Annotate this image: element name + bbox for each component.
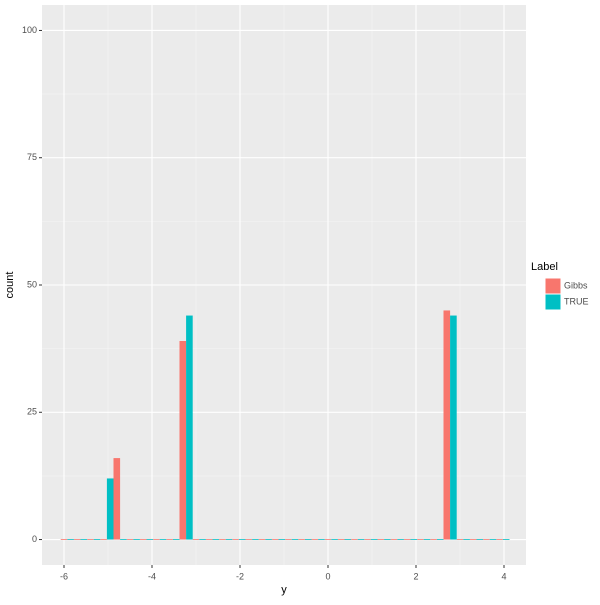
bar bbox=[153, 539, 160, 540]
bar bbox=[113, 458, 121, 540]
bar bbox=[106, 478, 114, 540]
bar bbox=[496, 539, 503, 540]
bar bbox=[463, 539, 470, 540]
bar bbox=[126, 539, 134, 540]
bar bbox=[159, 539, 167, 540]
bar bbox=[344, 539, 352, 540]
bar bbox=[120, 539, 127, 540]
x-tick-label: -4 bbox=[148, 571, 156, 581]
bar bbox=[258, 539, 266, 540]
bar bbox=[179, 341, 187, 540]
bar bbox=[219, 539, 226, 540]
bar bbox=[489, 539, 497, 540]
bar bbox=[324, 539, 332, 540]
y-tick-label: 25 bbox=[27, 407, 37, 417]
legend-label: Gibbs bbox=[564, 280, 588, 290]
bar bbox=[278, 539, 286, 540]
bar bbox=[417, 539, 424, 540]
bar bbox=[80, 539, 88, 540]
bar bbox=[285, 539, 292, 540]
legend-title: Label bbox=[531, 261, 558, 273]
bar bbox=[304, 539, 312, 540]
bar bbox=[186, 315, 193, 540]
legend-key bbox=[544, 277, 562, 295]
bar bbox=[502, 539, 510, 540]
bar bbox=[232, 539, 239, 540]
bar bbox=[430, 539, 437, 540]
bar bbox=[390, 539, 398, 540]
bar bbox=[166, 539, 173, 540]
bar bbox=[199, 539, 206, 540]
bar bbox=[469, 539, 477, 540]
bar bbox=[212, 539, 220, 540]
bar bbox=[311, 539, 319, 540]
bar bbox=[318, 539, 325, 540]
bar bbox=[172, 539, 180, 540]
bar bbox=[205, 539, 213, 540]
legend-key bbox=[544, 293, 562, 311]
bar bbox=[139, 539, 147, 540]
bar bbox=[265, 539, 272, 540]
bar bbox=[87, 539, 94, 540]
y-tick-label: 75 bbox=[27, 152, 37, 162]
bar bbox=[450, 315, 457, 540]
bar bbox=[291, 539, 299, 540]
bar bbox=[73, 539, 81, 540]
y-tick-label: 100 bbox=[22, 25, 37, 35]
x-tick-label: 2 bbox=[413, 571, 418, 581]
y-axis-title: count bbox=[4, 272, 16, 299]
bar bbox=[364, 539, 371, 540]
bar bbox=[410, 539, 418, 540]
bar bbox=[443, 310, 451, 540]
x-tick-label: -6 bbox=[60, 571, 68, 581]
bar bbox=[192, 539, 200, 540]
bar bbox=[238, 539, 246, 540]
bar bbox=[93, 539, 101, 540]
bar bbox=[146, 539, 154, 540]
bar bbox=[456, 539, 464, 540]
bar bbox=[351, 539, 358, 540]
bar bbox=[397, 539, 404, 540]
bar bbox=[436, 539, 444, 540]
y-tick-label: 0 bbox=[32, 534, 37, 544]
legend-label: TRUE bbox=[564, 296, 589, 306]
bar bbox=[225, 539, 233, 540]
bar bbox=[100, 539, 107, 540]
bar bbox=[357, 539, 365, 540]
bar bbox=[483, 539, 490, 540]
bar bbox=[67, 539, 74, 540]
bar bbox=[423, 539, 431, 540]
bar bbox=[403, 539, 411, 540]
bar bbox=[298, 539, 305, 540]
y-tick-label: 50 bbox=[27, 279, 37, 289]
bar bbox=[476, 539, 484, 540]
bar bbox=[331, 539, 338, 540]
x-tick-label: -2 bbox=[236, 571, 244, 581]
bar bbox=[133, 539, 140, 540]
bar bbox=[377, 539, 385, 540]
bar bbox=[271, 539, 279, 540]
bar bbox=[370, 539, 378, 540]
bar bbox=[337, 539, 345, 540]
bar bbox=[245, 539, 253, 540]
x-tick-label: 0 bbox=[325, 571, 330, 581]
bar bbox=[384, 539, 391, 540]
x-axis-title: y bbox=[281, 584, 287, 596]
bar bbox=[252, 539, 259, 540]
bar bbox=[60, 539, 68, 540]
x-tick-label: 4 bbox=[501, 571, 506, 581]
